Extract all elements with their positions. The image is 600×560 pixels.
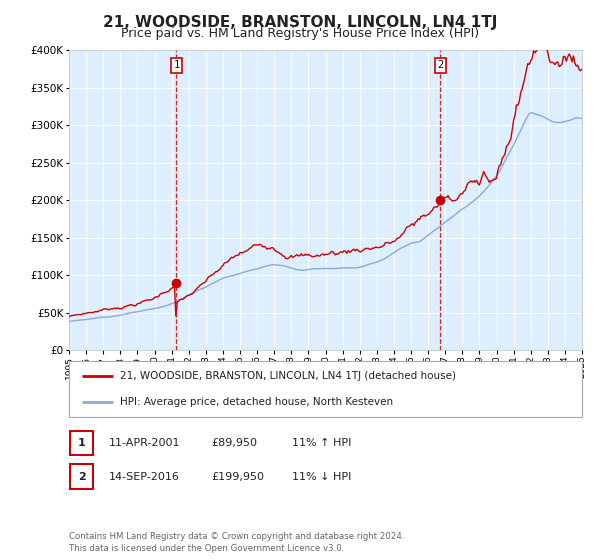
Text: £89,950: £89,950 [211, 438, 257, 448]
Text: 11% ↑ HPI: 11% ↑ HPI [292, 438, 352, 448]
FancyBboxPatch shape [70, 431, 93, 455]
Text: 11-APR-2001: 11-APR-2001 [109, 438, 181, 448]
Text: 21, WOODSIDE, BRANSTON, LINCOLN, LN4 1TJ (detached house): 21, WOODSIDE, BRANSTON, LINCOLN, LN4 1TJ… [121, 371, 457, 381]
Text: 1: 1 [173, 60, 179, 71]
Text: 2: 2 [437, 60, 443, 71]
FancyBboxPatch shape [70, 464, 93, 489]
Text: £199,950: £199,950 [211, 472, 264, 482]
Text: HPI: Average price, detached house, North Kesteven: HPI: Average price, detached house, Nort… [121, 397, 394, 407]
Text: 21, WOODSIDE, BRANSTON, LINCOLN, LN4 1TJ: 21, WOODSIDE, BRANSTON, LINCOLN, LN4 1TJ [103, 15, 497, 30]
Text: 1: 1 [78, 438, 85, 448]
Text: 14-SEP-2016: 14-SEP-2016 [109, 472, 180, 482]
Text: Price paid vs. HM Land Registry's House Price Index (HPI): Price paid vs. HM Land Registry's House … [121, 27, 479, 40]
Text: 11% ↓ HPI: 11% ↓ HPI [292, 472, 352, 482]
FancyBboxPatch shape [69, 361, 582, 417]
Text: Contains HM Land Registry data © Crown copyright and database right 2024.
This d: Contains HM Land Registry data © Crown c… [69, 532, 404, 553]
Text: 2: 2 [78, 472, 85, 482]
